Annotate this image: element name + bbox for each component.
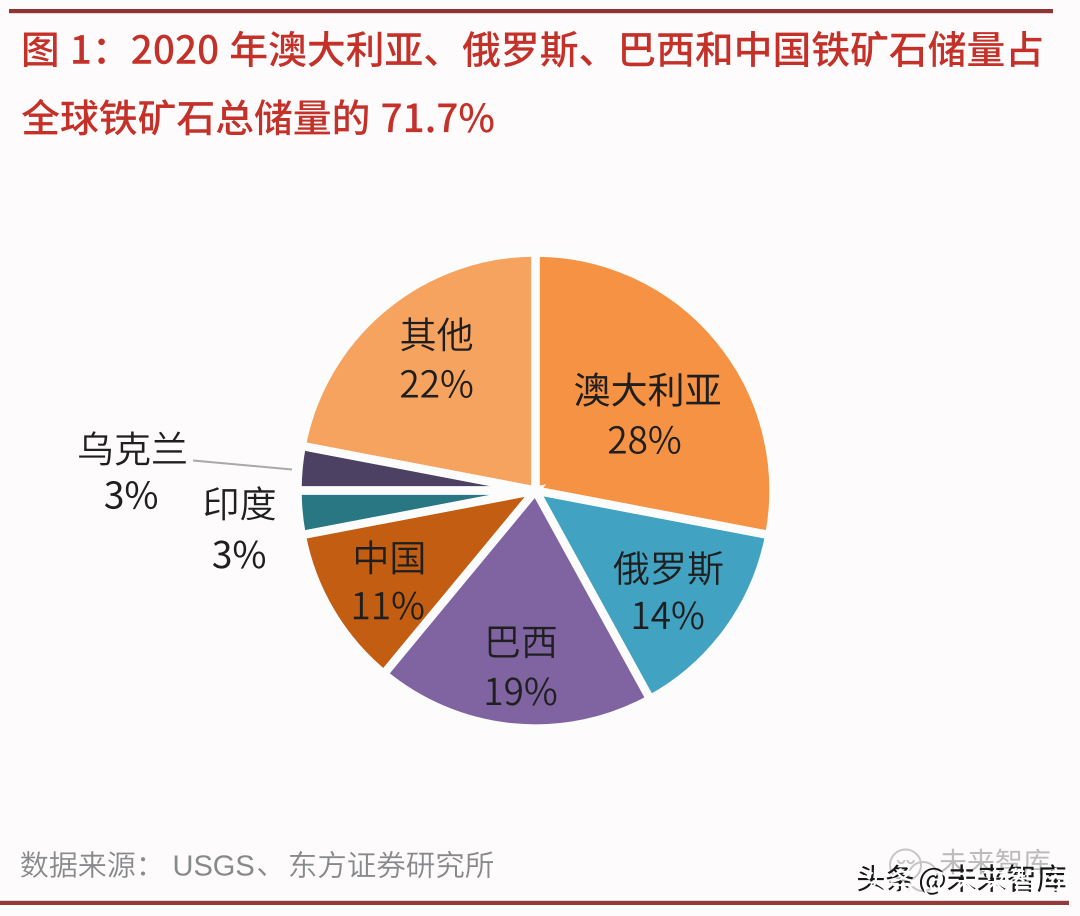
svg-text:USGS: USGS <box>173 851 255 883</box>
